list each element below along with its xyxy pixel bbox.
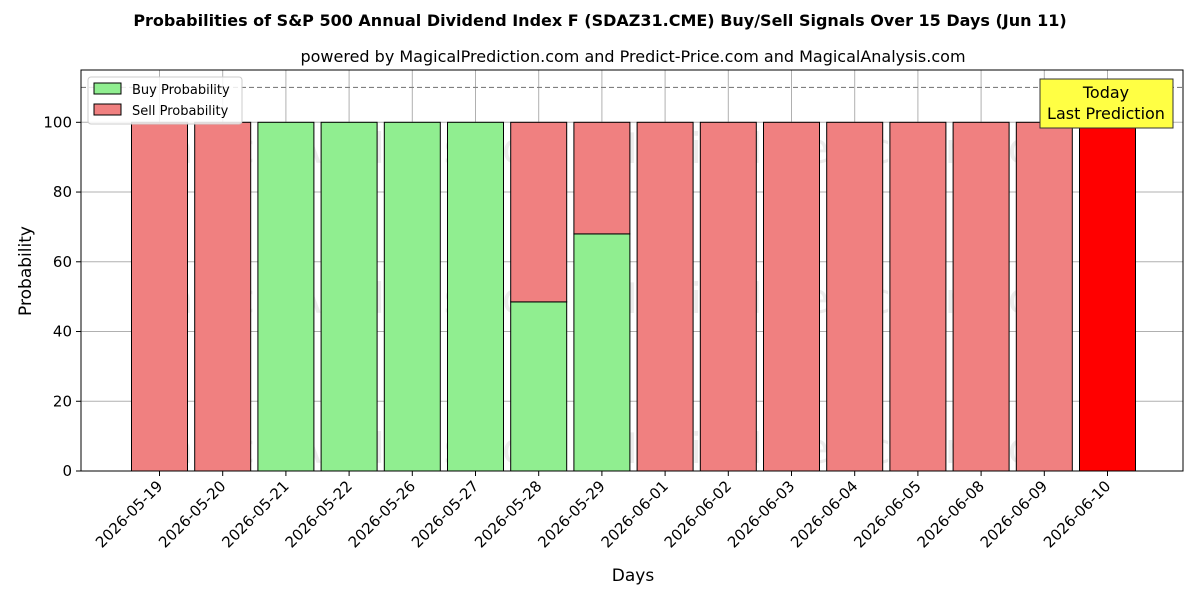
x-tick-label: 2026-06-08 <box>914 477 988 551</box>
y-tick-label: 20 <box>53 392 72 410</box>
bar-sell-2026-05-19 <box>131 121 188 472</box>
y-axis-label: Probability <box>16 226 36 316</box>
x-tick-label: 2026-06-05 <box>850 477 924 551</box>
legend-swatch-buy <box>93 82 122 95</box>
x-ticks: 2026-05-192026-05-202026-05-212026-05-22… <box>92 471 1114 551</box>
bar-buy-2026-05-28 <box>510 301 568 472</box>
legend: Buy Probability Sell Probability <box>87 76 243 125</box>
x-tick-label: 2026-05-21 <box>218 477 292 551</box>
annotation-box: Today Last Prediction <box>1039 78 1174 129</box>
legend-swatch-sell <box>93 103 122 116</box>
bar-sell-2026-06-04 <box>826 121 884 472</box>
x-tick-label: 2026-05-26 <box>345 477 419 551</box>
x-tick-label: 2026-06-04 <box>787 477 861 551</box>
bar-sell-2026-06-09 <box>1015 121 1073 472</box>
legend-label-sell: Sell Probability <box>132 104 229 119</box>
y-tick-label: 0 <box>62 462 72 480</box>
bar-sell-2026-05-29 <box>573 121 631 235</box>
bar-buy-2026-05-26 <box>383 121 441 472</box>
y-ticks: 0 20 40 60 80 100 <box>43 113 81 480</box>
x-tick-label: 2026-05-27 <box>408 477 482 551</box>
x-tick-label: 2026-06-01 <box>598 477 672 551</box>
y-tick-label: 40 <box>53 323 72 341</box>
bar-sell-2026-06-10 <box>1079 121 1136 472</box>
bar-sell-2026-06-02 <box>699 121 757 472</box>
bar-buy-2026-05-29 <box>573 233 631 472</box>
bar-sell-2026-06-05 <box>889 121 947 472</box>
x-axis-label: Days <box>612 566 655 586</box>
annotation-line-2: Last Prediction <box>1047 104 1165 123</box>
x-tick-label: 2026-05-20 <box>155 477 229 551</box>
chart-subtitle: powered by MagicalPrediction.com and Pre… <box>300 47 965 66</box>
bar-buy-2026-05-22 <box>320 121 378 472</box>
bar-sell-2026-06-08 <box>952 121 1010 472</box>
legend-frame <box>87 76 243 125</box>
annotation-background <box>1039 78 1174 129</box>
x-tick-label: 2026-05-29 <box>534 477 608 551</box>
annotation-line-1: Today <box>1082 83 1129 102</box>
y-tick-label: 100 <box>43 113 72 131</box>
bar-buy-2026-05-27 <box>447 121 504 472</box>
x-tick-label: 2026-06-09 <box>977 477 1051 551</box>
legend-label-buy: Buy Probability <box>132 83 230 98</box>
bar-sell-2026-06-01 <box>636 121 694 472</box>
x-tick-label: 2026-05-22 <box>282 477 356 551</box>
x-tick-label: 2026-05-19 <box>92 477 166 551</box>
y-tick-label: 60 <box>53 253 72 271</box>
bar-sell-2026-05-28 <box>510 121 568 303</box>
chart-title: Probabilities of S&P 500 Annual Dividend… <box>133 11 1066 30</box>
x-tick-label: 2026-06-03 <box>724 477 798 551</box>
bar-buy-2026-05-21 <box>257 121 315 472</box>
y-tick-label: 80 <box>53 183 72 201</box>
x-tick-label: 2026-06-10 <box>1040 477 1114 551</box>
bar-sell-2026-05-20 <box>194 121 252 472</box>
x-tick-label: 2026-06-02 <box>661 477 735 551</box>
bar-sell-2026-06-03 <box>763 121 820 472</box>
plot-frame <box>80 69 1184 472</box>
bars <box>131 121 1136 472</box>
x-tick-label: 2026-05-28 <box>471 477 545 551</box>
